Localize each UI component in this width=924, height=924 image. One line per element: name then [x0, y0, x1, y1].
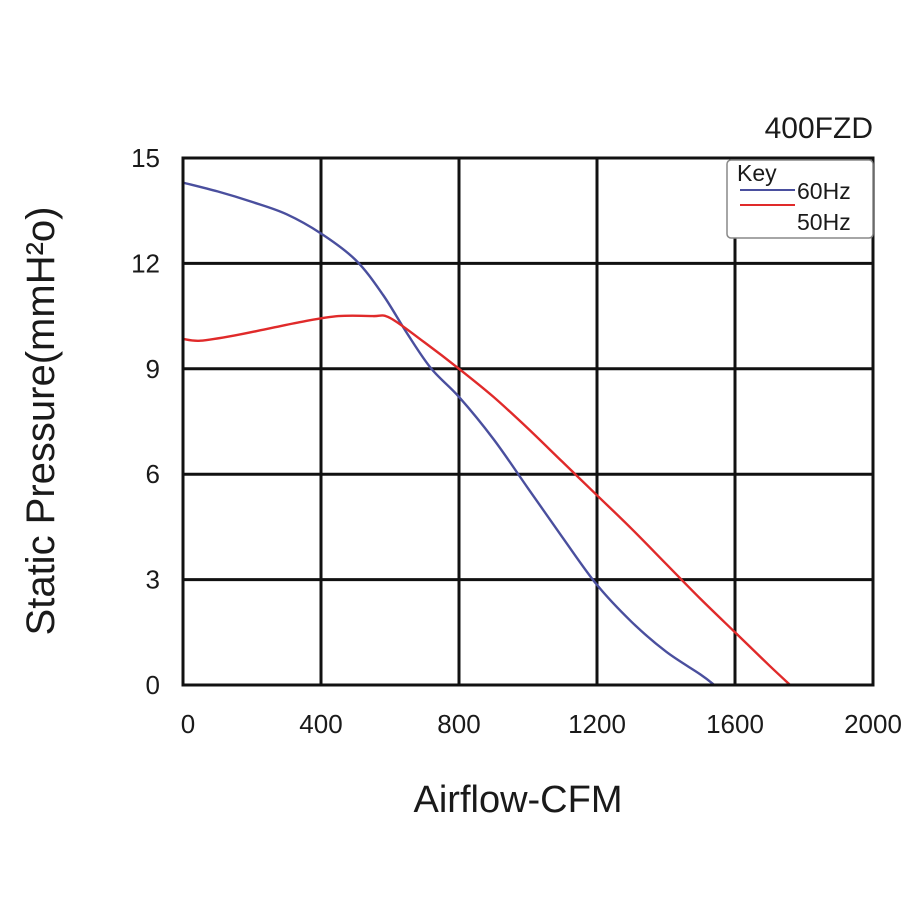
grid-lines — [183, 158, 873, 685]
x-axis-label: Airflow-CFM — [414, 779, 623, 821]
x-tick-label-0: 0 — [181, 709, 195, 739]
series-line-60hz — [182, 181, 716, 686]
y-tick-label-12: 12 — [131, 248, 160, 278]
legend-title: Key — [737, 160, 777, 186]
legend-label-60hz: 60Hz — [797, 178, 851, 204]
y-tick-label-15: 15 — [131, 143, 160, 173]
chart-title: 400FZD — [765, 112, 873, 145]
legend: Key 60Hz 50Hz — [726, 159, 874, 239]
plot-frame — [181, 156, 875, 687]
axes — [181, 156, 875, 687]
x-tick-label-400: 400 — [299, 709, 342, 739]
series-lines — [182, 181, 792, 686]
x-tick-label-1200: 1200 — [568, 709, 626, 739]
y-tick-label-3: 3 — [146, 565, 160, 595]
legend-label-50hz: 50Hz — [797, 209, 851, 235]
y-axis-label: Static Pressure(mmH²o) — [19, 207, 63, 636]
y-tick-label-9: 9 — [146, 354, 160, 384]
y-tick-label-6: 6 — [146, 459, 160, 489]
x-tick-label-1600: 1600 — [706, 709, 764, 739]
legend-box — [726, 159, 874, 239]
tick-labels: 0 400 800 1200 1600 2000 0 3 6 9 12 15 — [131, 143, 902, 739]
x-tick-label-800: 800 — [437, 709, 480, 739]
x-tick-label-2000: 2000 — [844, 709, 902, 739]
series-line-50hz — [182, 314, 792, 686]
y-tick-label-0: 0 — [146, 670, 160, 700]
